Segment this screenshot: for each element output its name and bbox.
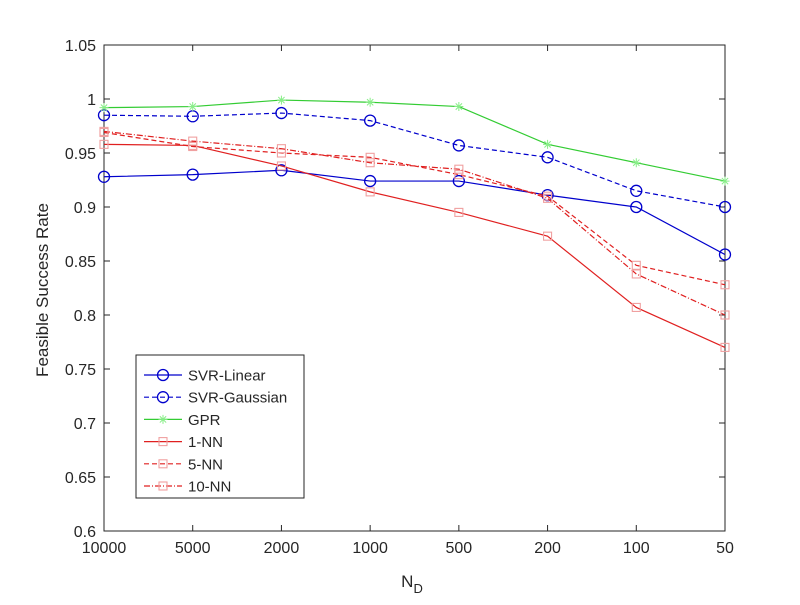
legend-item: GPR [144,412,221,429]
data-point-circle-marker [630,184,643,197]
data-point-square-marker [720,310,730,320]
series-line [103,169,726,256]
data-point-square-marker [720,342,730,352]
data-point-circle-marker [452,174,466,188]
x-axis-label: ND [401,572,423,596]
series-5-nn [99,127,730,290]
series-10-nn [99,126,730,320]
x-tick-label: 100 [623,540,650,557]
legend-star-marker [158,414,168,424]
data-point-star-marker [454,102,464,112]
series-line [103,130,726,316]
data-point-circle-marker [541,151,554,164]
series-gpr [99,95,730,186]
data-point-circle-marker [186,168,199,181]
data-point-square-marker [454,170,464,180]
series-svr-gaussian [97,106,732,214]
legend-box [135,354,305,499]
x-tick-label: 500 [446,540,473,557]
series-line [103,112,726,208]
x-tick-label: 2000 [264,540,300,557]
data-point-circle-marker [363,174,377,188]
data-point-square-marker [631,269,641,279]
data-point-circle-marker [718,248,732,261]
x-tick-label: 200 [534,540,561,557]
data-point-square-marker [365,158,375,168]
y-axis-label: Feasible Success Rate [33,203,52,377]
legend: SVR-Linear SVR-Gaussian GPR 1-NN 5-NN 10-NN [135,354,305,499]
data-point-circle-marker [275,106,288,120]
legend-circle-marker [156,391,170,404]
data-point-circle-marker [97,170,111,183]
data-point-square-marker [454,164,464,174]
legend-item: 10-NN [144,479,231,496]
data-point-square-marker [276,161,286,171]
data-point-circle-marker [452,139,466,152]
legend-label: 10-NN [188,479,231,496]
x-axis-label-subscript: D [413,581,422,596]
data-point-square-marker [543,231,553,241]
legend-label: GPR [188,412,221,429]
data-point-star-marker [99,103,109,113]
series-line [103,143,726,348]
x-tick-label: 5000 [175,540,211,557]
series-1-nn [99,139,730,352]
y-tick-label: 0.7 [74,416,96,433]
data-point-star-marker [543,139,553,149]
series-line [103,99,726,182]
legend-square-marker [158,459,168,469]
data-point-circle-marker [363,114,377,127]
data-point-square-marker [188,141,198,152]
y-tick-label: 0.9 [74,200,96,217]
data-point-square-marker [543,193,553,203]
y-tick-label: 0.8 [74,308,96,325]
x-tick-label: 10000 [82,540,127,557]
data-point-square-marker [631,302,641,312]
legend-label: SVR-Gaussian [188,390,287,407]
legend-item: 1-NN [144,434,223,451]
x-tick-label: 1000 [352,540,388,557]
y-tick-label: 1.05 [65,38,96,55]
data-point-square-marker [365,187,375,197]
data-point-square-marker [720,280,730,290]
data-point-star-marker [365,97,375,107]
plot-area-frame [103,44,726,532]
legend-label: 1-NN [188,434,223,451]
data-point-star-marker [276,95,286,105]
data-point-square-marker [365,152,375,162]
legend-square-marker [158,437,168,447]
y-tick-label: 0.85 [65,254,96,271]
legend-circle-marker [156,368,170,382]
data-point-circle-marker [718,200,732,214]
y-tick-label: 0.65 [65,470,96,487]
y-tick-label: 0.95 [65,146,96,163]
y-tick-label: 0.75 [65,362,96,379]
data-point-square-marker [99,126,109,136]
data-point-star-marker [188,102,198,112]
series-svr-linear [97,164,732,261]
data-point-square-marker [99,139,109,149]
data-point-square-marker [631,260,641,270]
data-point-circle-marker [275,164,288,177]
legend-item: SVR-Linear [144,368,266,385]
x-axis-label-main: N [401,572,413,591]
legend-square-marker [158,481,168,491]
legend-item: 5-NN [144,456,223,473]
y-tick-label: 1 [87,92,96,109]
legend-label: SVR-Linear [188,368,266,385]
data-point-star-marker [720,176,730,186]
x-tick-label: 50 [716,540,734,557]
data-point-circle-marker [630,200,643,214]
data-point-square-marker [188,136,198,146]
y-tick-label: 0.6 [74,524,96,541]
data-point-square-marker [454,207,464,217]
legend-item: SVR-Gaussian [144,390,287,407]
legend-label: 5-NN [188,456,223,473]
data-point-square-marker [276,144,286,154]
data-point-star-marker [631,158,641,168]
